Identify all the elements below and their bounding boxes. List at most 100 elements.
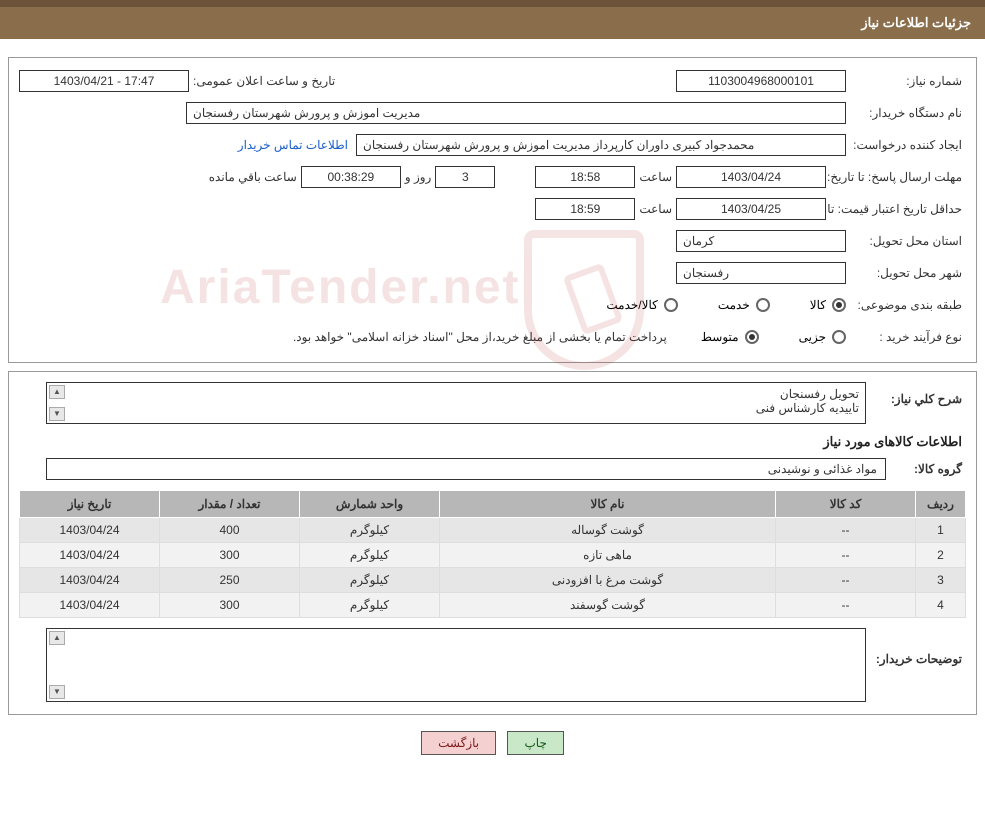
need-description-line2: تاییدیه کارشناس فنی — [67, 401, 859, 415]
col-code: کد کالا — [776, 491, 916, 518]
table-row: 1--گوشت گوسالهکیلوگرم4001403/04/24 — [20, 518, 966, 543]
buyer-contact-link[interactable]: اطلاعات تماس خریدار — [238, 138, 348, 152]
response-remaining: 00:38:29 — [301, 166, 401, 188]
col-date: تاریخ نیاز — [20, 491, 160, 518]
table-cell: -- — [776, 543, 916, 568]
scrollbar[interactable]: ▲ ▼ — [49, 631, 65, 699]
need-description-line1: تحویل رفسنجان — [67, 387, 859, 401]
table-cell: گوشت مرغ با افزودنی — [440, 568, 776, 593]
subject-category-radio-both[interactable]: کالا/خدمت — [606, 298, 677, 312]
purchase-process-note: پرداخت تمام یا بخشی از مبلغ خرید،از محل … — [289, 330, 671, 344]
table-cell: کیلوگرم — [300, 568, 440, 593]
response-time-label: ساعت — [635, 170, 676, 184]
announce-value: 17:47 - 1403/04/21 — [19, 70, 189, 92]
table-cell: کیلوگرم — [300, 543, 440, 568]
need-description-textarea[interactable]: تحویل رفسنجان تاییدیه کارشناس فنی ▲ ▼ — [46, 382, 866, 424]
subject-category-radio-service[interactable]: خدمت — [718, 298, 770, 312]
buyer-org-label: نام دستگاه خریدار: — [846, 106, 966, 120]
table-cell: 300 — [160, 593, 300, 618]
table-cell: -- — [776, 568, 916, 593]
price-validity-label: حداقل تاریخ اعتبار قیمت: تا تاریخ: — [826, 202, 966, 216]
table-cell: 2 — [916, 543, 966, 568]
table-cell: 1403/04/24 — [20, 518, 160, 543]
need-number-value: 1103004968000101 — [676, 70, 846, 92]
radio-label-minor: جزیی — [799, 330, 826, 344]
col-qty: تعداد / مقدار — [160, 491, 300, 518]
subject-category-radio-goods[interactable]: کالا — [810, 298, 846, 312]
response-days: 3 — [435, 166, 495, 188]
response-days-label: روز و — [401, 170, 436, 184]
table-header-row: ردیف کد کالا نام کالا واحد شمارش تعداد /… — [20, 491, 966, 518]
response-deadline-label: مهلت ارسال پاسخ: تا تاریخ: — [826, 170, 966, 184]
scroll-up-icon[interactable]: ▲ — [49, 385, 65, 399]
delivery-province-value: کرمان — [676, 230, 846, 252]
table-cell: 300 — [160, 543, 300, 568]
requester-label: ایجاد کننده درخواست: — [846, 138, 966, 152]
scroll-up-icon[interactable]: ▲ — [49, 631, 65, 645]
price-validity-date: 1403/04/25 — [676, 198, 826, 220]
table-cell: 1403/04/24 — [20, 543, 160, 568]
scroll-down-icon[interactable]: ▼ — [49, 685, 65, 699]
panel-header: جزئیات اطلاعات نیاز — [0, 4, 985, 39]
response-remaining-label: ساعت باقي مانده — [205, 170, 301, 184]
goods-table: ردیف کد کالا نام کالا واحد شمارش تعداد /… — [19, 490, 966, 618]
table-cell: 400 — [160, 518, 300, 543]
buyer-org-value: مدیریت اموزش و پرورش شهرستان رفسنجان — [186, 102, 846, 124]
details-panel: شماره نیاز: 1103004968000101 تاریخ و ساع… — [8, 57, 977, 363]
requester-value: محمدجواد کبیری داوران کارپرداز مدیریت ام… — [356, 134, 846, 156]
price-time-label: ساعت — [635, 202, 676, 216]
table-cell: 1403/04/24 — [20, 568, 160, 593]
col-unit: واحد شمارش — [300, 491, 440, 518]
radio-icon — [832, 330, 846, 344]
table-cell: 1 — [916, 518, 966, 543]
table-row: 4--گوشت گوسفندکیلوگرم3001403/04/24 — [20, 593, 966, 618]
print-button[interactable]: چاپ — [507, 731, 563, 755]
delivery-city-value: رفسنجان — [676, 262, 846, 284]
table-cell: -- — [776, 593, 916, 618]
announce-label: تاریخ و ساعت اعلان عمومی: — [189, 74, 339, 88]
radio-label-goods: کالا — [810, 298, 826, 312]
button-row: چاپ بازگشت — [0, 723, 985, 765]
col-name: نام کالا — [440, 491, 776, 518]
price-validity-time: 18:59 — [535, 198, 635, 220]
scroll-down-icon[interactable]: ▼ — [49, 407, 65, 421]
table-cell: 3 — [916, 568, 966, 593]
radio-icon — [745, 330, 759, 344]
col-index: ردیف — [916, 491, 966, 518]
subject-category-label: طبقه بندی موضوعی: — [846, 298, 966, 312]
purchase-process-radio-medium[interactable]: متوسط — [701, 330, 759, 344]
goods-section-title: اطلاعات کالاهای مورد نیاز — [23, 434, 962, 450]
radio-label-service: خدمت — [718, 298, 750, 312]
scrollbar[interactable]: ▲ ▼ — [49, 385, 65, 421]
purchase-process-radio-minor[interactable]: جزیی — [799, 330, 846, 344]
table-cell: 1403/04/24 — [20, 593, 160, 618]
radio-label-medium: متوسط — [701, 330, 739, 344]
table-cell: گوشت گوسفند — [440, 593, 776, 618]
need-number-label: شماره نیاز: — [846, 74, 966, 88]
back-button[interactable]: بازگشت — [421, 731, 496, 755]
table-cell: کیلوگرم — [300, 518, 440, 543]
delivery-province-label: استان محل تحویل: — [846, 234, 966, 248]
table-cell: 4 — [916, 593, 966, 618]
description-panel: شرح کلي نياز: تحویل رفسنجان تاییدیه کارش… — [8, 371, 977, 715]
table-cell: ماهی تازه — [440, 543, 776, 568]
table-cell: 250 — [160, 568, 300, 593]
delivery-city-label: شهر محل تحویل: — [846, 266, 966, 280]
purchase-process-label: نوع فرآیند خرید : — [846, 330, 966, 344]
radio-label-both: کالا/خدمت — [606, 298, 657, 312]
response-deadline-time: 18:58 — [535, 166, 635, 188]
buyer-notes-label: توضیحات خریدار: — [866, 628, 966, 666]
radio-icon — [756, 298, 770, 312]
goods-group-label: گروه کالا: — [886, 462, 966, 476]
table-row: 2--ماهی تازهکیلوگرم3001403/04/24 — [20, 543, 966, 568]
panel-title: جزئیات اطلاعات نیاز — [861, 15, 971, 30]
table-cell: -- — [776, 518, 916, 543]
table-cell: گوشت گوساله — [440, 518, 776, 543]
radio-icon — [832, 298, 846, 312]
goods-group-value: مواد غذائی و نوشیدنی — [46, 458, 886, 480]
buyer-notes-textarea[interactable]: ▲ ▼ — [46, 628, 866, 702]
response-deadline-date: 1403/04/24 — [676, 166, 826, 188]
radio-icon — [664, 298, 678, 312]
need-description-label: شرح کلي نياز: — [866, 382, 966, 406]
table-cell: کیلوگرم — [300, 593, 440, 618]
